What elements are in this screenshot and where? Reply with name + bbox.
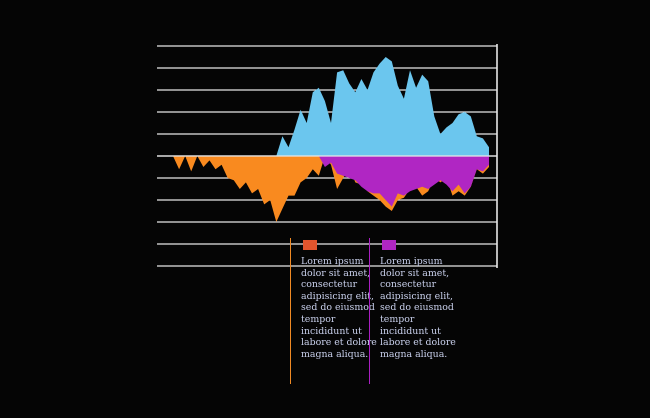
area-series-1 bbox=[173, 57, 489, 156]
legend-swatch-1 bbox=[303, 240, 317, 250]
series-areas bbox=[173, 57, 489, 222]
legend-swatch-2 bbox=[382, 240, 396, 250]
legend-rule-1 bbox=[290, 238, 291, 384]
legend-rule-2 bbox=[369, 238, 370, 384]
area-series-3 bbox=[173, 156, 489, 207]
legend-text-1: Lorem ipsum dolor sit amet, consectetur … bbox=[301, 256, 377, 360]
legend-text-2: Lorem ipsum dolor sit amet, consectetur … bbox=[380, 256, 456, 360]
